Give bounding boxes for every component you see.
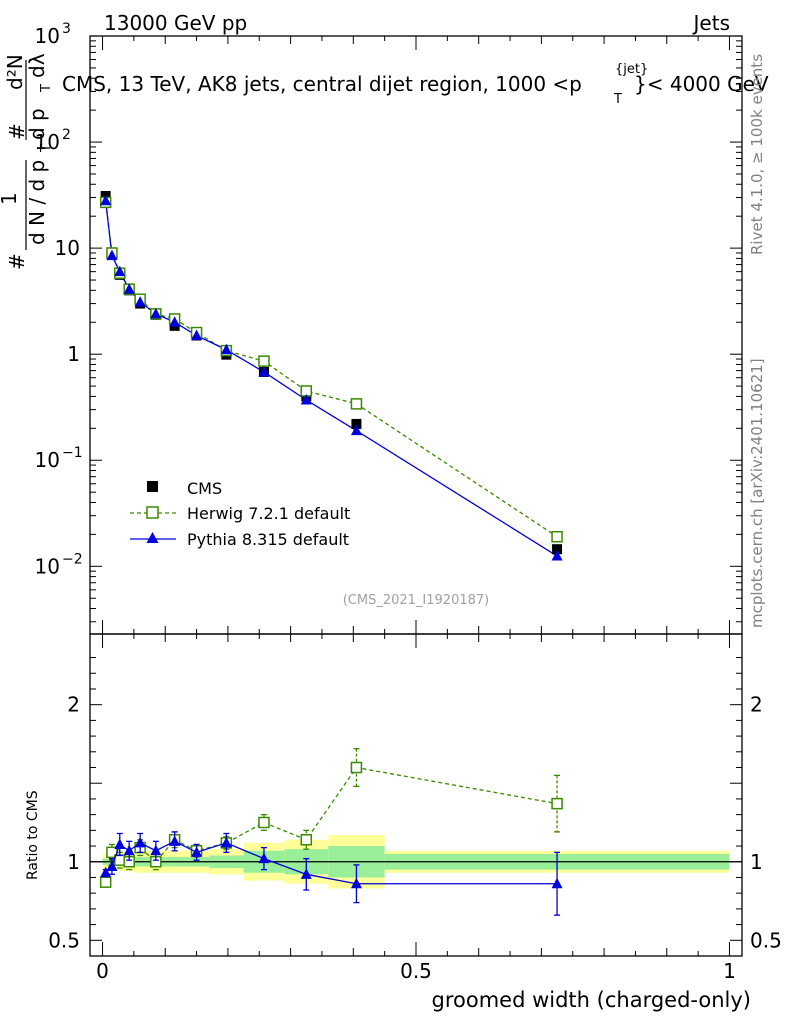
main-point-2-1 [106,249,118,261]
ratio-point-2-4 [134,836,146,848]
ratio-ytick-label: 1 [67,850,80,874]
ratio-point-1-10 [300,834,313,846]
main-point-2-12 [551,550,563,561]
ratio-point-2-7 [191,846,203,857]
xtick-label: 0.5 [400,959,432,983]
ratio-point-1-2 [114,854,126,866]
ratio-point-2-12 [551,877,563,889]
ylabel-one: 1 [0,192,21,205]
ratio-point-2-11 [350,877,362,889]
ratio-point-2-9 [258,852,270,864]
ylabel-dN: d N / d p [25,160,49,245]
main-point-2-0 [100,194,112,206]
legend-marker-pythia [146,532,159,543]
legend-marker-herwig [146,506,159,519]
ylabel-T2: T [39,84,54,93]
ylabel-dpT: d p [25,108,49,140]
main-line-1 [105,202,558,538]
ylabel-d2N: d²N [3,54,27,90]
legend: CMS Herwig 7.2.1 default Pythia 8.315 de… [130,479,350,549]
ratio-ytick-label: 0.5 [48,928,80,952]
main-ytick-exponent: 2 [62,127,71,143]
ylabel-hash2: # [5,123,29,140]
main-point-2-4 [134,296,146,307]
analysis-watermark: (CMS_2021_I1920187) [343,593,490,608]
mcplots-label: mcplots.cern.ch [arXiv:2401.10621] [748,358,766,628]
main-point-1-9 [258,355,270,367]
ratio-point-1-12 [551,797,563,810]
ratio-point-2-5 [150,844,162,856]
ylabel-dlam: dλ [25,53,49,78]
main-point-2-10 [300,393,312,405]
ratio-point-2-0 [100,866,112,878]
ylabel-hash1: # [5,253,29,270]
x-axis-label: groomed width (charged-only) [432,988,751,1012]
ratio-point-2-10 [300,868,312,879]
main-point-0-11 [351,418,362,429]
legend-label-cms: CMS [187,479,222,498]
chart-title: CMS, 13 TeV, AK8 jets, central dijet reg… [62,62,769,107]
main-point-2-6 [169,316,181,327]
main-point-2-9 [258,365,270,377]
rivet-label: Rivet 4.1.0, ≥ 100k events [748,54,766,255]
ratio-ytick-label: 2 [67,693,80,717]
ratio-point-2-6 [169,835,181,846]
ratio-point-1-0 [99,876,112,888]
title-tail: }< 4000 GeV [634,72,769,96]
main-ytick-label: 10 [35,448,60,472]
header-right: Jets [692,11,730,35]
ratio-y-label: Ratio to CMS [25,790,41,880]
main-ytick-exponent: −1 [62,445,83,461]
main-point-2-2 [114,265,126,277]
ratio-ytick-label-right: 0.5 [750,928,782,952]
main-point-2-8 [220,343,232,355]
ratio-ytick-label-right: 2 [750,693,763,717]
ratio-point-2-2 [114,838,126,849]
main-ytick-label: 10 [35,130,60,154]
title-sup: {jet} [615,62,648,77]
main-point-2-5 [150,307,162,319]
ylabel-T1: T [39,144,54,153]
title-main: CMS, 13 TeV, AK8 jets, central dijet reg… [62,72,582,96]
ratio-point-1-11 [350,761,363,774]
ratio-point-2-8 [220,836,232,848]
main-ytick-label: 10 [55,236,80,260]
title-sub: T [613,92,622,107]
xtick-label: 1 [723,959,736,983]
ratio-point-2-3 [123,844,135,856]
main-line-2 [105,200,558,557]
main-point-2-11 [350,424,362,436]
ratio-point-2-1 [106,860,118,871]
legend-label-pythia: Pythia 8.315 default [187,530,349,549]
main-ytick-label: 10 [35,554,60,578]
main-point-1-11 [350,398,363,410]
main-ytick-label: 1 [67,342,80,366]
main-ytick-label: 10 [35,24,60,48]
main-point-2-7 [191,329,203,341]
header-left: 13000 GeV pp [104,11,247,35]
xtick-label: 0 [96,959,109,983]
ratio-plot-frame [89,633,743,957]
ratio-point-1-9 [258,816,270,829]
legend-marker-cms [147,481,158,492]
main-point-2-3 [123,283,135,294]
main-point-1-12 [551,530,563,543]
legend-label-herwig: Herwig 7.2.1 default [187,504,350,523]
ratio-ytick-label-right: 1 [750,850,763,874]
main-y-label: # 1 d N / d p T # d p T d²N dλ [0,53,54,270]
main-point-0-12 [552,544,563,555]
main-ytick-exponent: −2 [62,551,83,567]
main-ytick-exponent: 3 [62,21,71,37]
